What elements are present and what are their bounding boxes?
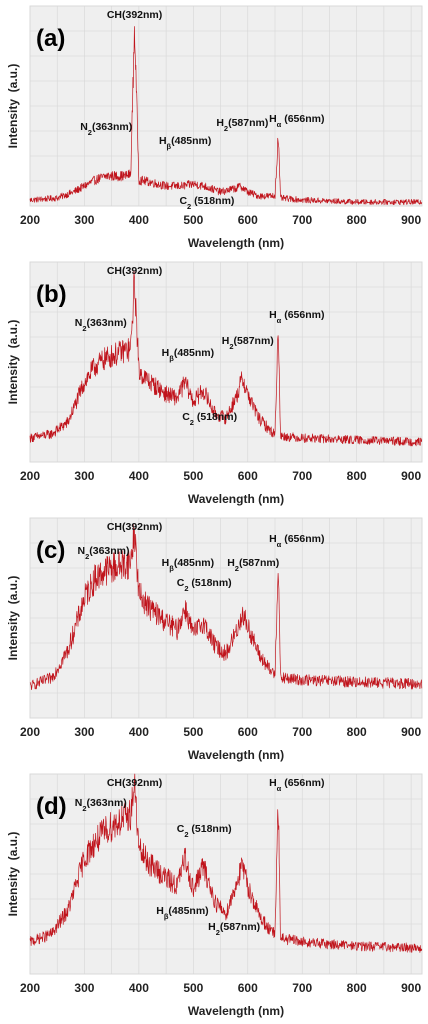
peak-label: CH(392nm) bbox=[107, 777, 162, 789]
spectrum-line bbox=[29, 524, 423, 691]
chart-b: 200 300 400 500 600 700 800 900 Wavelength (nm) I… bbox=[6, 261, 423, 506]
peak-label: C2 (518nm) bbox=[182, 411, 237, 427]
y-axis-label: Intensity (a.u.) bbox=[6, 320, 20, 405]
peak-label: Hβ(485nm) bbox=[156, 905, 208, 921]
x-tick-label: 200 bbox=[20, 213, 40, 227]
panel-d: 200 300 400 500 600 700 800 900 Wavelength (nm) I… bbox=[0, 768, 428, 1024]
x-tick-label: 600 bbox=[238, 725, 258, 739]
panel-label: (a) bbox=[36, 25, 65, 52]
x-tick-label: 700 bbox=[292, 469, 312, 483]
peak-label: H2(587nm) bbox=[222, 335, 274, 351]
peak-label: Hβ(485nm) bbox=[159, 135, 211, 151]
peak-label: Hα (656nm) bbox=[269, 309, 324, 325]
panel-label: (c) bbox=[36, 537, 65, 564]
y-axis-label: Intensity (a.u.) bbox=[6, 832, 20, 917]
peak-label: H2(587nm) bbox=[208, 921, 260, 937]
y-axis-label: Intensity (a.u.) bbox=[6, 576, 20, 661]
x-axis-label: Wavelength (nm) bbox=[188, 492, 284, 506]
panel-c: 200 300 400 500 600 700 800 900 Wavelength (nm) I… bbox=[0, 512, 428, 768]
spectrum-line bbox=[29, 270, 423, 447]
x-tick-label: 400 bbox=[129, 725, 149, 739]
x-tick-label: 300 bbox=[74, 725, 94, 739]
panel-b: 200 300 400 500 600 700 800 900 Wavelength (nm) I… bbox=[0, 256, 428, 512]
spectrum-line bbox=[29, 26, 423, 206]
x-tick-label: 800 bbox=[347, 469, 367, 483]
peak-label: C2 (518nm) bbox=[177, 823, 232, 839]
chart-d: 200 300 400 500 600 700 800 900 Wavelength (nm) I… bbox=[6, 773, 423, 1018]
peak-label: C2 (518nm) bbox=[179, 195, 234, 211]
x-tick-label: 600 bbox=[238, 213, 258, 227]
peak-label: CH(392nm) bbox=[107, 521, 162, 533]
peak-label: Hα (656nm) bbox=[269, 777, 324, 793]
spectrum-line bbox=[29, 773, 423, 953]
x-tick-label: 200 bbox=[20, 981, 40, 995]
x-tick-label: 800 bbox=[347, 981, 367, 995]
x-tick-label: 900 bbox=[401, 213, 421, 227]
peak-label: Hβ(485nm) bbox=[162, 557, 214, 573]
x-tick-label: 500 bbox=[183, 725, 203, 739]
x-tick-label: 900 bbox=[401, 981, 421, 995]
peak-label: CH(392nm) bbox=[107, 9, 162, 21]
x-tick-label: 500 bbox=[183, 469, 203, 483]
x-tick-label: 400 bbox=[129, 469, 149, 483]
peak-label: N2(363nm) bbox=[75, 797, 127, 813]
panel-a: 200 300 400 500 600 700 800 900 Wavelength (nm) I… bbox=[0, 0, 428, 256]
peak-label: N2(363nm) bbox=[80, 121, 132, 137]
x-tick-label: 700 bbox=[292, 981, 312, 995]
peak-label: C2 (518nm) bbox=[177, 577, 232, 593]
x-tick-label: 800 bbox=[347, 213, 367, 227]
peak-label: Hα (656nm) bbox=[269, 533, 324, 549]
y-axis-label: Intensity (a.u.) bbox=[6, 64, 20, 149]
x-tick-label: 500 bbox=[183, 213, 203, 227]
chart-a: 200 300 400 500 600 700 800 900 Wavelength (nm) I… bbox=[6, 5, 423, 250]
x-tick-label: 200 bbox=[20, 469, 40, 483]
peak-label: N2(363nm) bbox=[75, 317, 127, 333]
peak-label: Hβ(485nm) bbox=[162, 347, 214, 363]
x-tick-label: 600 bbox=[238, 981, 258, 995]
x-tick-label: 900 bbox=[401, 469, 421, 483]
peak-label: Hα (656nm) bbox=[269, 113, 324, 129]
x-tick-label: 300 bbox=[74, 981, 94, 995]
x-tick-label: 700 bbox=[292, 725, 312, 739]
x-axis-label: Wavelength (nm) bbox=[188, 236, 284, 250]
x-tick-label: 800 bbox=[347, 725, 367, 739]
x-tick-label: 500 bbox=[183, 981, 203, 995]
chart-c: 200 300 400 500 600 700 800 900 Wavelength (nm) I… bbox=[6, 517, 423, 762]
x-tick-label: 400 bbox=[129, 213, 149, 227]
x-tick-label: 200 bbox=[20, 725, 40, 739]
panel-label: (b) bbox=[36, 281, 67, 308]
x-tick-label: 600 bbox=[238, 469, 258, 483]
x-axis-label: Wavelength (nm) bbox=[188, 748, 284, 762]
peak-label: H2(587nm) bbox=[227, 557, 279, 573]
x-tick-label: 400 bbox=[129, 981, 149, 995]
x-tick-label: 900 bbox=[401, 725, 421, 739]
gridlines bbox=[30, 774, 422, 974]
peak-label: H2(587nm) bbox=[216, 117, 268, 133]
x-tick-label: 700 bbox=[292, 213, 312, 227]
x-axis-label: Wavelength (nm) bbox=[188, 1004, 284, 1018]
x-tick-label: 300 bbox=[74, 213, 94, 227]
peak-label: N2(363nm) bbox=[77, 545, 129, 561]
x-tick-label: 300 bbox=[74, 469, 94, 483]
panel-label: (d) bbox=[36, 793, 67, 820]
peak-label: CH(392nm) bbox=[107, 265, 162, 277]
